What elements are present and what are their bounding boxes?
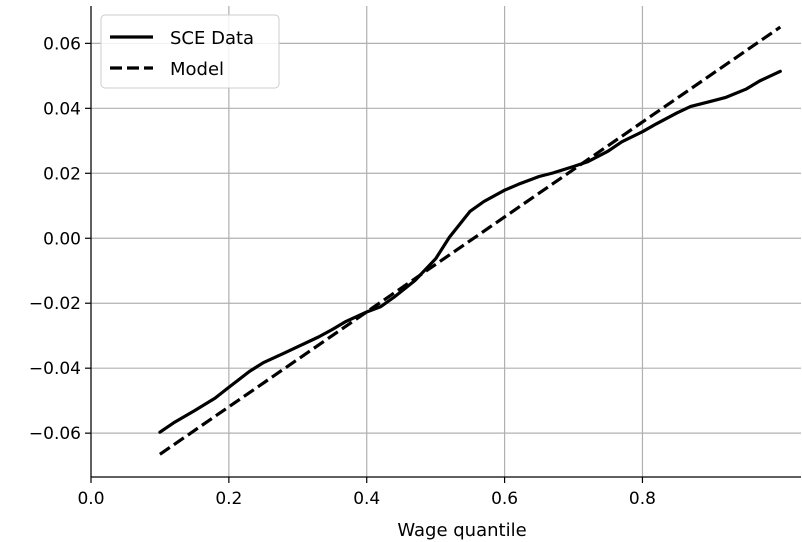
series-layer <box>158 25 782 456</box>
y-tick-label: 0.04 <box>43 99 81 119</box>
y-tick-label: −0.04 <box>29 359 81 379</box>
y-tick-label: 0.00 <box>43 229 81 249</box>
ticks-layer: 0.0 0.2 0.4 0.6 0.8 −0.06 −0.04 −0.02 0.00 0.02 0.… <box>29 34 656 509</box>
sce-data-series-line <box>158 69 782 434</box>
y-tick-label: −0.02 <box>29 294 81 314</box>
x-tick-label: 0.0 <box>77 489 104 509</box>
model-series-line <box>158 25 782 456</box>
x-tick-label: 0.8 <box>629 489 656 509</box>
x-tick-label: 0.6 <box>491 489 518 509</box>
y-tick-label: 0.02 <box>43 164 81 184</box>
axes-layer <box>90 6 801 478</box>
x-tick-label: 0.4 <box>353 489 380 509</box>
y-tick-label: 0.06 <box>43 34 81 54</box>
legend-label: SCE Data <box>170 28 254 49</box>
legend-box <box>100 14 280 89</box>
y-tick-label: −0.06 <box>29 424 81 444</box>
x-axis-label: Wage quantile <box>397 520 526 541</box>
legend: SCE Data Model <box>100 14 280 89</box>
legend-label: Model <box>170 59 224 80</box>
x-tick-label: 0.2 <box>215 489 242 509</box>
